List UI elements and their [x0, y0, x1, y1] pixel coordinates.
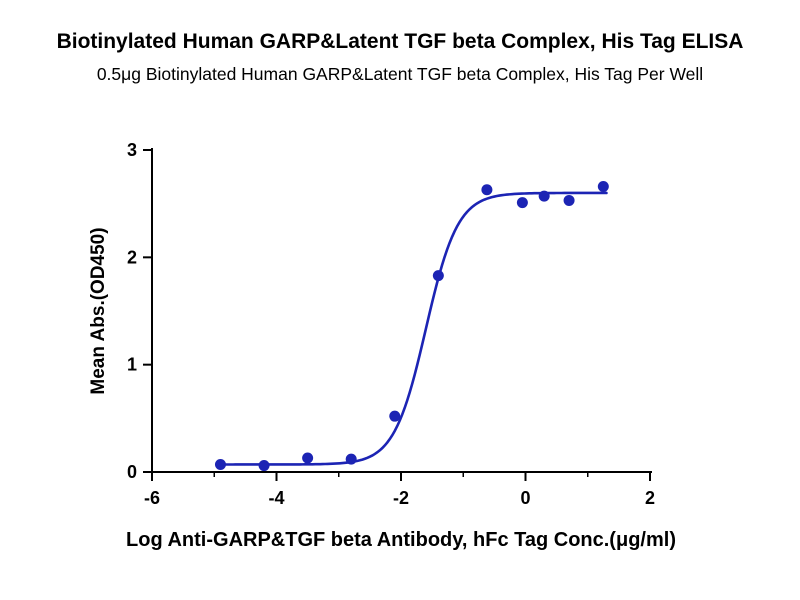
chart-subtitle: 0.5μg Biotinylated Human GARP&Latent TGF…	[96, 64, 704, 84]
x-axis-ticks: -6 -4 -2 0 2	[144, 472, 655, 508]
x-tick-label: -4	[268, 488, 284, 508]
axes	[151, 148, 652, 473]
data-point	[389, 410, 401, 422]
x-tick-label: 0	[520, 488, 530, 508]
y-tick-label: 1	[127, 355, 137, 375]
data-point	[432, 270, 444, 282]
x-tick-label: -6	[144, 488, 160, 508]
y-axis-title: Mean Abs.(OD450)	[88, 227, 109, 394]
data-point	[302, 452, 314, 464]
x-axis-title: Log Anti-GARP&TGF beta Antibody, hFc Tag…	[126, 529, 676, 551]
y-axis-ticks: 0 1 2 3	[127, 140, 152, 482]
data-point	[563, 194, 575, 206]
data-point	[214, 458, 226, 470]
data-point	[258, 460, 270, 472]
fit-curve	[219, 191, 608, 466]
data-point	[597, 180, 609, 192]
data-point	[345, 453, 357, 465]
x-tick-label: -2	[393, 488, 409, 508]
x-tick-label: 2	[645, 488, 655, 508]
data-points	[214, 180, 609, 472]
data-point	[481, 184, 493, 196]
y-tick-label: 0	[127, 462, 137, 482]
y-tick-label: 3	[127, 140, 137, 160]
data-point	[538, 190, 550, 202]
chart-title: Biotinylated Human GARP&Latent TGF beta …	[56, 30, 744, 53]
y-tick-label: 2	[127, 247, 137, 267]
data-point	[516, 197, 528, 209]
